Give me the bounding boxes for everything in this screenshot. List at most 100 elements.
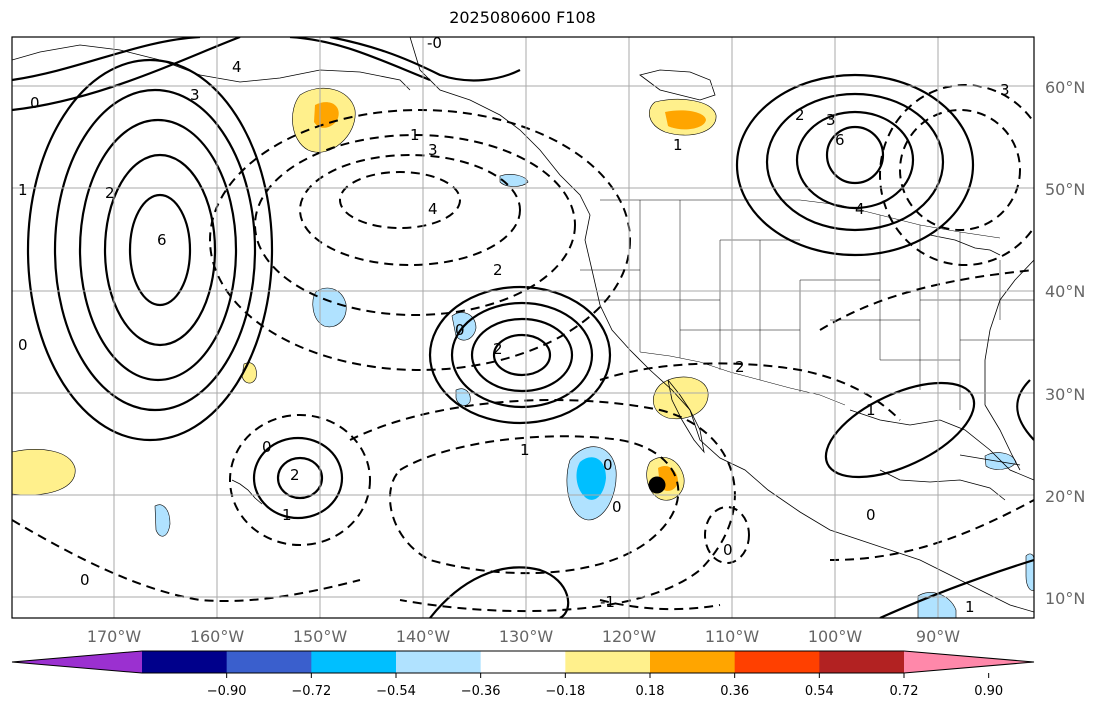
lon-label: 170°W: [87, 627, 142, 646]
lon-label: 110°W: [705, 627, 760, 646]
gulf-coast: [849, 409, 1034, 481]
colorbar-segment: [396, 651, 482, 673]
colorbar-tick-label: 0.36: [720, 684, 749, 699]
lon-label: 130°W: [499, 627, 554, 646]
contour-high-pacific-3: [450, 301, 594, 409]
contour-label: 1: [866, 401, 876, 419]
colorbar-segment: [819, 651, 905, 673]
contour-south-solid: [429, 566, 570, 618]
contour-label: 0: [18, 336, 28, 354]
lat-label: 40°N: [1045, 282, 1085, 301]
contour-tropical-low-1: [389, 435, 680, 575]
contour-label: 6: [157, 231, 167, 249]
colorbar-tick-label: −0.18: [545, 684, 585, 699]
alaska-coast: [12, 44, 411, 91]
colorbar-tick-label: −0.90: [207, 684, 247, 699]
contour-high-pacific-4: [428, 285, 612, 425]
positive-anomaly-baja: [653, 376, 709, 420]
contour-label: 0: [455, 321, 465, 339]
contour-label: 3: [190, 86, 200, 104]
contour-high-canada-3: [765, 92, 945, 232]
contour-high-gulf: [824, 381, 976, 479]
contour-label: 4: [855, 200, 865, 218]
contour-high-west-4: [53, 88, 257, 412]
lon-label: 150°W: [293, 627, 348, 646]
contour-east-solid: [1016, 379, 1034, 441]
contour-low-pacific-4: [209, 109, 631, 371]
lon-label: 120°W: [602, 627, 657, 646]
contour-low-pacific-2: [299, 154, 521, 266]
contour-label: 2: [493, 340, 503, 358]
contour-low-canada-1: [899, 109, 1021, 231]
contour-label: 0: [30, 94, 40, 112]
contour-east-dashed: [829, 499, 1034, 561]
contour-label: 2: [493, 261, 503, 279]
negative-anomaly-north-pacific: [312, 287, 347, 328]
colorbar-tick-label: 0.90: [974, 684, 1003, 699]
lat-label: 20°N: [1045, 487, 1085, 506]
contour-alaska-high-4: [329, 37, 521, 82]
latitude-labels: 60°N 50°N 40°N 30°N 20°N 10°N: [1045, 78, 1085, 608]
colorbar-tick-label: −0.36: [461, 684, 501, 699]
contour-label: 1: [673, 136, 683, 154]
state-lines-east: [919, 225, 1034, 410]
colorbar-segment: [650, 651, 736, 673]
contour-south-solid-2: [879, 558, 1034, 618]
map-title: 2025080600 F108: [449, 8, 596, 27]
contour-high-canada-4: [735, 73, 975, 257]
colorbar-tick-label: 0.18: [636, 684, 665, 699]
lon-label: 90°W: [916, 627, 960, 646]
contour-low-hawaii: [229, 414, 371, 546]
colorbar-segment: [480, 651, 566, 673]
lon-label: 160°W: [190, 627, 245, 646]
contour-label: 3: [428, 141, 438, 159]
contour-label: 3: [1000, 81, 1010, 99]
contour-label-layer: -0 0 0 0 0 0 0 0 0 0 1 1 1 1 1 1 1 2 2 2…: [18, 34, 1010, 616]
contour-label: 1: [282, 506, 292, 524]
contour-label: 0: [866, 506, 876, 524]
longitude-labels: 170°W 160°W 150°W 140°W 130°W 120°W 110°…: [87, 627, 960, 646]
colorbar: −0.90 −0.72 −0.54 −0.36 −0.18 0.18 0.36 0.54 0.7…: [11, 650, 1035, 699]
contour-label: 2: [105, 184, 115, 202]
colorbar-segment: [734, 651, 820, 673]
coastlines: [12, 37, 1034, 613]
florida: [984, 404, 1021, 471]
baja-peninsula: [667, 379, 705, 454]
contour-high-pacific-1: [492, 333, 552, 377]
lat-label: 30°N: [1045, 385, 1085, 404]
north-america-west-coast: [409, 37, 1034, 613]
contour-high-west-1: [128, 193, 192, 307]
colorbar-segment: [565, 651, 651, 673]
cuba: [959, 454, 1021, 466]
contour-high-west-3: [78, 118, 238, 382]
colorbar-tick-label: −0.72: [291, 684, 331, 699]
contour-low-mexico: [704, 506, 750, 564]
contour-label: 0: [612, 498, 622, 516]
contour-wide-dashed: [12, 519, 361, 602]
lon-label: 140°W: [396, 627, 451, 646]
contour-label: 1: [520, 441, 530, 459]
contour-high-pacific-2: [470, 317, 574, 393]
map-frame: [11, 36, 1035, 619]
contour-wide-dashed-2: [599, 599, 721, 611]
contour-high-west-2: [103, 153, 217, 347]
lat-label: 50°N: [1045, 180, 1085, 199]
contour-low-canada-2: [879, 84, 1034, 266]
contour-mid-dashed: [599, 362, 901, 421]
colorbar-tick-label: 0.72: [890, 684, 919, 699]
colorbar-segment: [226, 651, 312, 673]
colorbar-tick-label: 0.54: [805, 684, 834, 699]
contour-east-dashed-2: [819, 269, 1034, 331]
contour-label: 1: [18, 181, 28, 199]
contour-low-pacific-3: [254, 134, 576, 316]
contour-label: 4: [428, 200, 438, 218]
contour-alaska-high: [12, 37, 201, 82]
lat-label: 60°N: [1045, 78, 1085, 97]
contour-label: 1: [965, 598, 975, 616]
contour-high-canada-2: [795, 110, 915, 210]
contour-label: 0: [262, 438, 272, 456]
great-lakes: [929, 234, 1001, 256]
contour-label: 0: [603, 456, 613, 474]
negative-contours: [12, 84, 1034, 613]
